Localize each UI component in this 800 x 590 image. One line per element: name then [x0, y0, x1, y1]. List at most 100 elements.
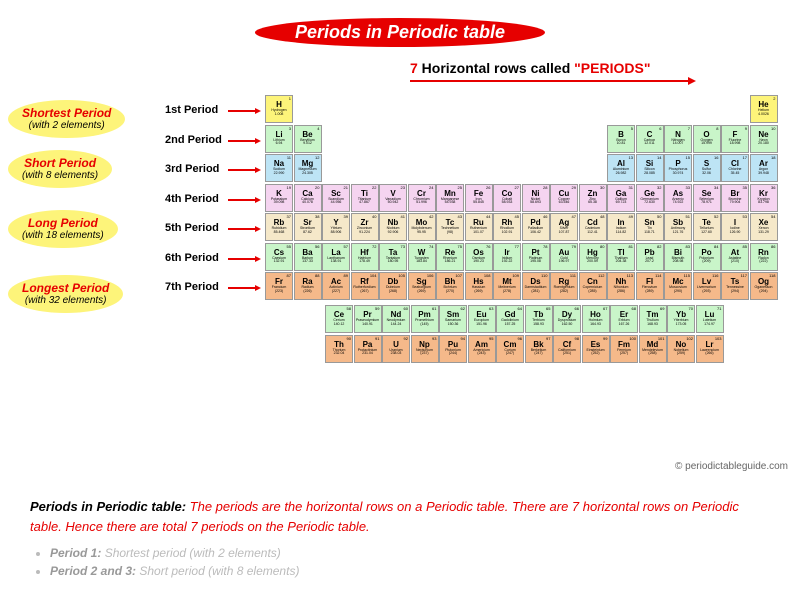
element-cell: 72HfHafnium178.49 [351, 243, 379, 271]
element-cell: 54XeXenon131.29 [750, 213, 778, 241]
element-cell: 116LvLivermorium(293) [693, 272, 721, 300]
element-cell: 45RhRhodium102.91 [493, 213, 521, 241]
element-cell: 39YYttrium88.906 [322, 213, 350, 241]
element-cell: 108HsHassium(269) [465, 272, 493, 300]
copyright: © periodictableguide.com [675, 461, 788, 472]
element-cell: 73TaTantalum180.95 [379, 243, 407, 271]
element-cell: 11NaSodium22.990 [265, 154, 293, 182]
element-cell: 104RfRutherfordium(267) [351, 272, 379, 300]
element-cell: 32GeGermanium72.630 [636, 184, 664, 212]
element-cell: 66DyDysprosium162.50 [553, 305, 581, 333]
element-cell: 79AuGold196.97 [550, 243, 578, 271]
element-cell: 75ReRhenium186.21 [436, 243, 464, 271]
element-cell: 115McMoscovium(290) [664, 272, 692, 300]
element-cell: 99EsEinsteinium(252) [582, 335, 610, 363]
element-cell: 88RaRadium(226) [294, 272, 322, 300]
element-cell: 33AsArsenic74.922 [664, 184, 692, 212]
element-cell: 48CdCadmium112.41 [579, 213, 607, 241]
element-cell: 55CsCaesium132.91 [265, 243, 293, 271]
subtitle-end: "PERIODS" [574, 60, 650, 76]
element-cell: 81TlThallium204.38 [607, 243, 635, 271]
period-arrow [228, 169, 256, 171]
element-cell: 110DsDarmstadtium(281) [522, 272, 550, 300]
element-cell: 38SrStrontium87.62 [294, 213, 322, 241]
period-arrow [228, 287, 256, 289]
period-label: 3rd Period [165, 163, 219, 175]
subtitle: 7 Horizontal rows called "PERIODS" [410, 60, 650, 76]
element-cell: 16SSulfur32.06 [693, 154, 721, 182]
element-cell: 59PrPraseodymium140.91 [354, 305, 382, 333]
element-cell: 43TcTechnetium(98) [436, 213, 464, 241]
element-cell: 5BBoron10.81 [607, 125, 635, 153]
element-cell: 1HHydrogen1.008 [265, 95, 293, 123]
footer-lead: Periods in Periodic table: [30, 499, 186, 514]
period-arrow [228, 140, 256, 142]
element-cell: 34SeSelenium78.971 [693, 184, 721, 212]
period-label: 1st Period [165, 104, 218, 116]
element-cell: 25MnManganese54.938 [436, 184, 464, 212]
element-cell: 22TiTitanium47.867 [351, 184, 379, 212]
element-cell: 47AgSilver107.87 [550, 213, 578, 241]
element-cell: 89AcActinium(227) [322, 272, 350, 300]
element-cell: 8OOxygen15.999 [693, 125, 721, 153]
element-cell: 111RgRoentgenium(282) [550, 272, 578, 300]
element-cell: 42MoMolybdenum95.95 [408, 213, 436, 241]
period-arrow [228, 228, 256, 230]
element-cell: 71LuLutetium174.97 [696, 305, 724, 333]
element-cell: 24CrChromium51.996 [408, 184, 436, 212]
element-cell: 3LiLithium6.94 [265, 125, 293, 153]
element-cell: 18ArArgon39.948 [750, 154, 778, 182]
legend-bubble: Longest Period(with 32 elements) [8, 275, 123, 313]
element-cell: 102NoNobelium(259) [667, 335, 695, 363]
element-cell: 68ErErbium167.26 [610, 305, 638, 333]
element-cell: 83BiBismuth208.98 [664, 243, 692, 271]
element-cell: 118OgOganesson(294) [750, 272, 778, 300]
element-cell: 9FFluorine18.998 [721, 125, 749, 153]
element-cell: 90ThThorium232.04 [325, 335, 353, 363]
element-cell: 63EuEuropium151.96 [468, 305, 496, 333]
element-cell: 21ScScandium44.956 [322, 184, 350, 212]
element-cell: 49InIndium114.82 [607, 213, 635, 241]
element-cell: 60NdNeodymium144.24 [382, 305, 410, 333]
subtitle-mid: Horizontal rows called [418, 60, 574, 76]
element-cell: 13AlAluminium26.982 [607, 154, 635, 182]
footer-text: Periods in Periodic table: The periods a… [30, 497, 770, 580]
element-cell: 92UUranium238.03 [382, 335, 410, 363]
element-cell: 31GaGallium69.723 [607, 184, 635, 212]
legend-bubble: Short Period(with 8 elements) [8, 150, 112, 188]
element-cell: 23VVanadium50.942 [379, 184, 407, 212]
period-label: 7th Period [165, 281, 219, 293]
element-cell: 41NbNiobium92.906 [379, 213, 407, 241]
element-cell: 70YbYtterbium173.05 [667, 305, 695, 333]
subtitle-arrow [410, 80, 690, 82]
element-cell: 106SgSeaborgium(269) [408, 272, 436, 300]
element-cell: 20CaCalcium40.078 [294, 184, 322, 212]
element-cell: 69TmThulium168.93 [639, 305, 667, 333]
element-cell: 101MdMendelevium(258) [639, 335, 667, 363]
element-cell: 78PtPlatinum195.08 [522, 243, 550, 271]
element-cell: 40ZrZirconium91.224 [351, 213, 379, 241]
period-arrow [228, 199, 256, 201]
element-cell: 86RnRadon(222) [750, 243, 778, 271]
footer-list-item: Period 2 and 3: Short period (with 8 ele… [50, 562, 770, 580]
element-cell: 91PaProtactinium231.04 [354, 335, 382, 363]
period-arrow [228, 110, 256, 112]
element-cell: 29CuCopper63.546 [550, 184, 578, 212]
element-cell: 37RbRubidium85.468 [265, 213, 293, 241]
element-cell: 52TeTellurium127.60 [693, 213, 721, 241]
title-banner: Periods in Periodic table [255, 18, 545, 47]
element-cell: 80HgMercury200.59 [579, 243, 607, 271]
element-cell: 77IrIridium192.22 [493, 243, 521, 271]
element-cell: 94PuPlutonium(244) [439, 335, 467, 363]
element-cell: 46PdPalladium106.42 [522, 213, 550, 241]
element-cell: 65TbTerbium158.93 [525, 305, 553, 333]
element-cell: 112CnCopernicium(285) [579, 272, 607, 300]
element-cell: 114FlFlerovium(289) [636, 272, 664, 300]
element-cell: 93NpNeptunium(237) [411, 335, 439, 363]
legend-bubble: Long Period(with 18 elements) [8, 210, 118, 248]
element-cell: 64GdGadolinium157.25 [496, 305, 524, 333]
element-cell: 44RuRuthenium101.07 [465, 213, 493, 241]
element-cell: 36KrKrypton83.798 [750, 184, 778, 212]
element-cell: 51SbAntimony121.76 [664, 213, 692, 241]
element-cell: 98CfCalifornium(251) [553, 335, 581, 363]
